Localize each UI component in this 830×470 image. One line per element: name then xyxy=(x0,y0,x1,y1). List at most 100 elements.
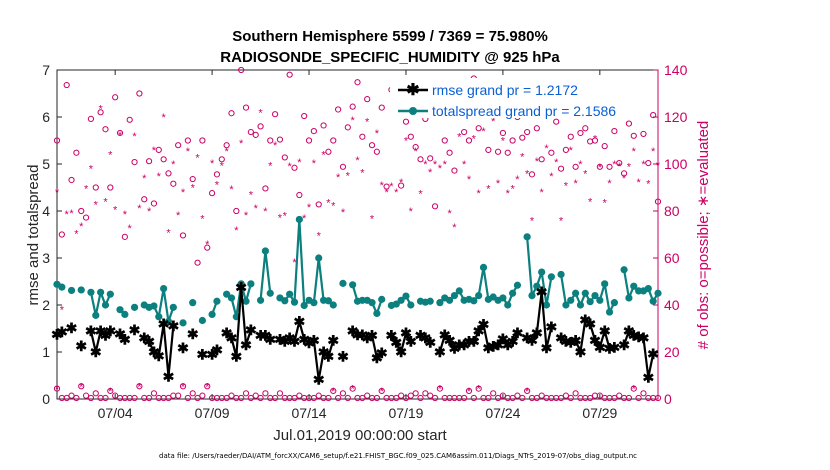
obs-possible-point xyxy=(528,171,536,178)
obs-bottom-point xyxy=(252,392,259,399)
spread-point xyxy=(121,310,129,318)
obs-bottom-point xyxy=(465,387,473,395)
obs-evaluated-point: * xyxy=(360,167,365,179)
rmse-point: ✱ xyxy=(308,332,320,348)
obs-possible-point xyxy=(126,116,133,123)
obs-possible-point xyxy=(373,148,380,155)
series-line-segment xyxy=(225,287,252,357)
obs-bottom-point xyxy=(402,394,410,402)
obs-possible-point xyxy=(315,201,322,208)
rmse-point: ✱ xyxy=(623,323,635,339)
obs-bottom-point xyxy=(538,392,545,399)
obs-possible-point xyxy=(63,81,70,89)
rmse-point: ✱ xyxy=(289,334,301,350)
obs-bottom-point xyxy=(145,394,153,402)
spread-point xyxy=(329,301,337,309)
obs-bottom-point xyxy=(325,394,332,402)
obs-evaluated-point: * xyxy=(321,150,326,162)
rmse-point: ✱ xyxy=(187,326,199,342)
obs-evaluated-point: * xyxy=(268,160,273,172)
spread-point xyxy=(169,303,177,311)
spread-point xyxy=(349,281,357,289)
obs-bottom-evaluated-point: * xyxy=(438,384,443,396)
obs-bottom-point xyxy=(335,394,342,402)
rmse-point: ✱ xyxy=(424,335,436,351)
obs-possible-point xyxy=(504,149,511,156)
obs-possible-point xyxy=(53,137,61,144)
obs-bottom-point xyxy=(63,394,70,402)
obs-bottom-point xyxy=(315,392,322,399)
obs-bottom-point xyxy=(393,394,400,402)
obs-evaluated-point: * xyxy=(598,162,603,174)
obs-bottom-evaluated-point: * xyxy=(181,381,186,393)
obs-evaluated-point: * xyxy=(288,161,293,173)
obs-bottom-evaluated-point: * xyxy=(331,386,336,398)
rmse-point: ✱ xyxy=(405,334,417,350)
obs-evaluated-point: * xyxy=(632,146,637,158)
obs-bottom-point xyxy=(514,392,521,399)
rmse-point: ✱ xyxy=(642,369,654,385)
rmse-point: ✱ xyxy=(163,368,175,384)
obs-bottom-point xyxy=(519,394,526,402)
obs-evaluated-point: * xyxy=(195,152,200,164)
obs-evaluated-point: * xyxy=(161,112,166,124)
obs-bottom-point xyxy=(87,394,95,402)
obs-evaluated-point: * xyxy=(443,159,448,171)
obs-bottom-point xyxy=(349,385,356,392)
spread-point xyxy=(581,289,589,297)
obs-possible-point xyxy=(208,190,216,197)
y-tick-label: 4 xyxy=(42,203,50,219)
rmse-point: ✱ xyxy=(531,325,543,341)
obs-bottom-point xyxy=(82,392,90,399)
rmse-point: ✱ xyxy=(129,322,141,338)
obs-possible-point xyxy=(233,207,240,215)
obs-evaluated-point: * xyxy=(389,181,394,193)
spread-point xyxy=(455,287,463,295)
obs-bottom-point xyxy=(257,394,264,402)
rmse-point: ✱ xyxy=(512,325,524,341)
obs-possible-point xyxy=(73,149,80,156)
obs-evaluated-point: * xyxy=(603,198,608,210)
rmse-point: ✱ xyxy=(468,334,480,350)
spread-point xyxy=(67,286,76,295)
obs-bottom-point xyxy=(165,394,172,402)
obs-bottom-point xyxy=(461,394,468,402)
obs-bottom-point xyxy=(339,390,347,397)
obs-possible-point xyxy=(262,185,269,192)
obs-evaluated-point: * xyxy=(569,145,574,157)
obs-possible-point xyxy=(572,163,579,170)
obs-evaluated-point: * xyxy=(166,228,171,240)
spread-point xyxy=(189,299,197,307)
obs-possible-point xyxy=(383,183,390,190)
obs-possible-point xyxy=(189,175,196,183)
obs-bottom-evaluated-point: * xyxy=(137,381,142,393)
obs-bottom-point xyxy=(204,383,211,390)
obs-evaluated-point: * xyxy=(200,214,205,226)
spread-point xyxy=(538,268,546,276)
obs-bottom-evaluated-point: * xyxy=(351,384,356,396)
spread-point xyxy=(213,297,221,305)
obs-possible-point xyxy=(407,133,414,140)
obs-possible-point xyxy=(179,232,187,239)
obs-possible-point xyxy=(344,124,351,131)
obs-bottom-point xyxy=(635,394,642,402)
series-line-segment xyxy=(56,330,63,336)
rmse-point: ✱ xyxy=(197,346,209,362)
obs-bottom-evaluated-point: * xyxy=(205,381,210,393)
obs-possible-point xyxy=(242,104,250,111)
obs-bottom-point xyxy=(524,387,531,395)
obs-evaluated-point: * xyxy=(60,305,65,317)
totalspread-series xyxy=(53,215,662,327)
obs-evaluated-point: * xyxy=(627,161,632,173)
obs-possible-point xyxy=(150,200,158,207)
obs-possible-point xyxy=(354,79,361,86)
spread-point xyxy=(150,302,158,310)
obs-evaluated-point: * xyxy=(326,198,331,210)
obs-bottom-point xyxy=(373,394,380,402)
obs-bottom-point xyxy=(112,392,119,399)
rmse-point: ✱ xyxy=(444,332,456,348)
obs-evaluated-point: * xyxy=(404,136,409,148)
x-tick-label: 07/14 xyxy=(292,405,327,421)
rmse-point: ✱ xyxy=(119,331,131,347)
rmse-point: ✱ xyxy=(143,334,155,350)
